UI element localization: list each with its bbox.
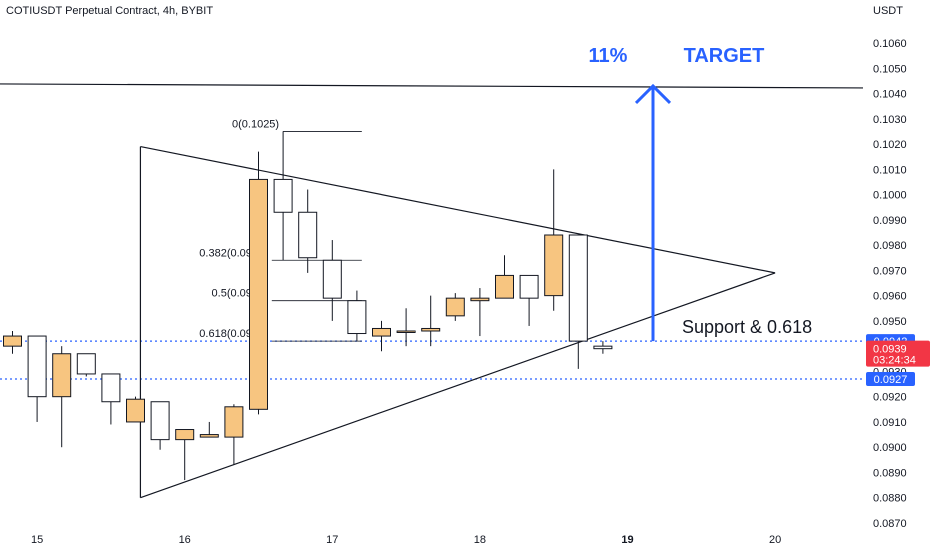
y-tick-label: 0.1000	[873, 190, 907, 202]
candle-body	[544, 234, 564, 297]
target-arrow-head	[634, 83, 672, 105]
x-tick-label: 18	[474, 534, 486, 546]
candle-body	[101, 373, 121, 403]
currency-label: USDT	[873, 5, 903, 17]
target-label: TARGET	[684, 45, 765, 67]
y-tick-label: 0.0990	[873, 215, 907, 227]
support-label: Support & 0.618	[682, 317, 812, 337]
candle-body	[150, 401, 170, 441]
candle-body	[76, 353, 96, 375]
y-tick-label: 0.0910	[873, 417, 907, 429]
x-tick-label: 19	[621, 534, 633, 546]
candle-body	[568, 234, 588, 342]
chart-title: COTIUSDT Perpetual Contract, 4h, BYBIT	[6, 5, 214, 17]
x-tick-label: 16	[179, 534, 191, 546]
target-percent-label: 11%	[589, 45, 628, 67]
candle-body	[27, 335, 47, 398]
y-tick-label: 0.0920	[873, 392, 907, 404]
current-price-bg	[866, 340, 930, 367]
y-tick-label: 0.0960	[873, 291, 907, 303]
level-badge-0927: 0.0927	[874, 374, 908, 386]
candle-body	[593, 345, 613, 350]
y-tick-label: 0.0900	[873, 442, 907, 454]
candle-body	[421, 327, 441, 332]
candle-body	[470, 297, 490, 302]
candle-body	[445, 297, 465, 317]
y-tick-label: 0.0980	[873, 240, 907, 252]
y-tick-label: 0.0880	[873, 493, 907, 505]
x-tick-label: 20	[769, 534, 781, 546]
candle-body	[175, 429, 195, 441]
y-tick-label: 0.1020	[873, 139, 907, 151]
y-tick-label: 0.1040	[873, 89, 907, 101]
candle-body	[3, 335, 22, 347]
candle-body	[396, 330, 416, 333]
triangle-upper-line	[140, 145, 776, 274]
candle-body	[322, 259, 342, 299]
level-badge-0927-bg	[866, 372, 915, 386]
y-tick-label: 0.0890	[873, 467, 907, 479]
triangle-lower-line	[140, 272, 776, 499]
y-tick-label: 0.1060	[873, 38, 907, 50]
candle-body	[495, 274, 514, 299]
y-tick-label: 0.0950	[873, 316, 907, 328]
x-tick-label: 15	[31, 534, 43, 546]
candle-body	[126, 398, 145, 423]
resistance-line	[0, 83, 864, 89]
x-tick-label: 17	[326, 534, 338, 546]
current-price-countdown: 03:24:34	[873, 355, 916, 367]
candle-body	[519, 274, 539, 299]
candle-body	[52, 353, 72, 398]
candle-body	[298, 211, 318, 259]
candle-body	[199, 434, 219, 438]
y-tick-label: 0.1050	[873, 63, 907, 75]
fib-level-label: 0(0.1025)	[232, 118, 279, 130]
candle-body	[347, 300, 367, 335]
y-tick-label: 0.1030	[873, 114, 907, 126]
candle-body	[249, 178, 268, 410]
candle-body	[273, 178, 293, 213]
y-tick-label: 0.0970	[873, 265, 907, 277]
current-price-value: 0.0939	[873, 344, 907, 356]
candle-body	[372, 327, 391, 337]
candle-body	[224, 406, 244, 438]
y-tick-label: 0.0870	[873, 518, 907, 530]
y-tick-label: 0.1010	[873, 164, 907, 176]
